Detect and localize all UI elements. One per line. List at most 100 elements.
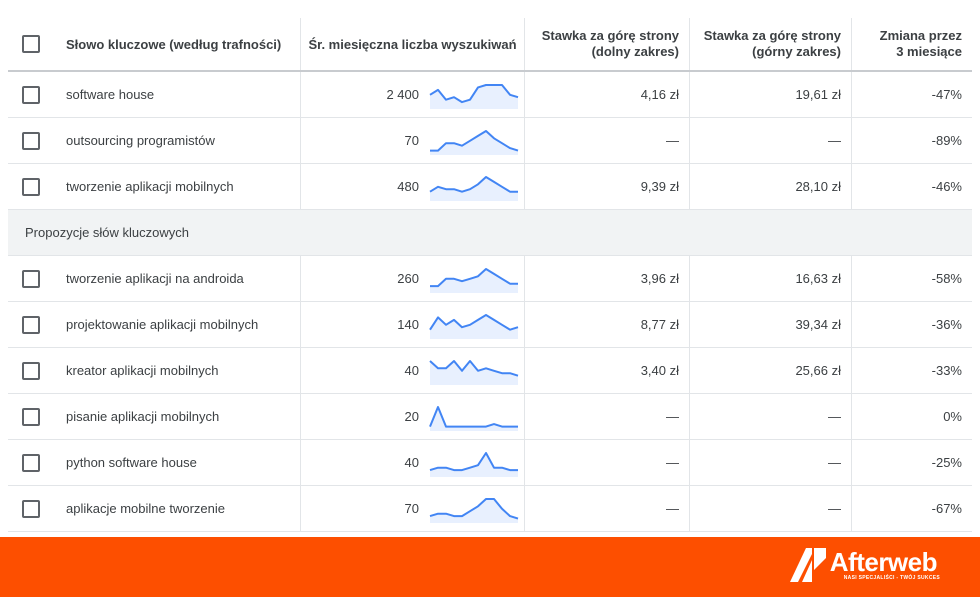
table-body: software house 2 400 4,16 zł 19,61 zł -47% ou…: [8, 72, 972, 532]
header-high-bid-line2: (górny zakres): [752, 44, 841, 59]
table-row[interactable]: software house 2 400 4,16 zł 19,61 zł -47%: [8, 72, 972, 118]
row-checkbox[interactable]: [22, 361, 40, 380]
trend-sparkline: [429, 359, 519, 385]
row-checkbox[interactable]: [22, 269, 40, 288]
row-checkbox[interactable]: [22, 131, 40, 150]
volume-value: 140: [397, 317, 419, 332]
low-bid-cell: —: [525, 486, 690, 531]
volume-value: 260: [397, 271, 419, 286]
header-change-line1: Zmiana przez: [879, 28, 962, 43]
table-row[interactable]: projektowanie aplikacji mobilnych 140 8,77…: [8, 302, 972, 348]
volume-cell: 20: [300, 394, 525, 439]
volume-value: 70: [404, 501, 419, 516]
header-change[interactable]: Zmiana przez 3 miesiące: [852, 18, 972, 70]
table-row[interactable]: python software house 40 — — -25%: [8, 440, 972, 486]
table-row[interactable]: pisanie aplikacji mobilnych 20 — — 0%: [8, 394, 972, 440]
keyword-cell: tworzenie aplikacji mobilnych: [66, 179, 234, 194]
keyword-cell: kreator aplikacji mobilnych: [66, 363, 219, 378]
select-all-cell: [8, 18, 54, 70]
row-check-cell: [8, 164, 54, 209]
trend-sparkline: [429, 313, 519, 339]
volume-cell: 2 400: [300, 72, 525, 117]
row-checkbox[interactable]: [22, 85, 40, 104]
header-low-bid[interactable]: Stawka za górę strony (dolny zakres): [525, 18, 690, 70]
keyword-cell: software house: [66, 87, 155, 102]
volume-value: 20: [404, 409, 419, 424]
change-cell: -33%: [931, 363, 962, 378]
change-cell: -67%: [931, 501, 962, 516]
header-high-bid-line1: Stawka za górę strony: [703, 28, 841, 43]
sparkline-area: [430, 130, 518, 155]
afterweb-logo-icon: [789, 548, 826, 582]
sparkline-line: [429, 497, 519, 520]
row-check-cell: [8, 486, 54, 531]
header-low-bid-line2: (dolny zakres): [591, 44, 679, 59]
sparkline-area: [430, 452, 518, 477]
trend-sparkline: [429, 83, 519, 109]
sparkline-area: [430, 268, 518, 293]
section-row: Propozycje słów kluczowych: [8, 210, 972, 256]
keyword-cell: python software house: [66, 455, 197, 470]
trend-sparkline: [430, 267, 518, 293]
sparkline-area: [430, 84, 518, 109]
trend-sparkline: [430, 129, 519, 155]
sparkline-line: [429, 405, 518, 428]
high-bid-cell: 25,66 zł: [690, 348, 852, 393]
sparkline-line: [429, 175, 518, 193]
sparkline-line: [429, 313, 519, 331]
volume-cell: 70: [300, 486, 525, 531]
header-keyword[interactable]: Słowo kluczowe (według trafności): [66, 36, 282, 52]
high-bid-cell: 19,61 zł: [690, 72, 852, 117]
trend-sparkline: [429, 405, 518, 431]
afterweb-logo: Afterweb NASI SPECJALIŚCI - TWÓJ SUKCES: [789, 548, 940, 582]
row-checkbox[interactable]: [22, 407, 40, 426]
volume-cell: 70: [300, 118, 525, 163]
row-check-cell: [8, 394, 54, 439]
table-row[interactable]: aplikacje mobilne tworzenie 70 — — -67%: [8, 486, 972, 532]
select-all-checkbox[interactable]: [22, 35, 40, 53]
volume-value: 480: [397, 179, 419, 194]
volume-value: 40: [404, 455, 419, 470]
row-check-cell: [8, 348, 54, 393]
table-row[interactable]: tworzenie aplikacji mobilnych 480 9,39 zł 2…: [8, 164, 972, 210]
sparkline-line: [430, 129, 519, 152]
header-volume[interactable]: Śr. miesięczna liczba wyszukiwań: [300, 18, 525, 70]
volume-cell: 40: [300, 348, 525, 393]
volume-value: 40: [404, 363, 419, 378]
brand-tagline: NASI SPECJALIŚCI - TWÓJ SUKCES: [843, 575, 940, 581]
sparkline-line: [429, 83, 519, 103]
table-row[interactable]: tworzenie aplikacji na androida 260 3,96 z…: [8, 256, 972, 302]
low-bid-cell: —: [525, 118, 690, 163]
table-row[interactable]: outsourcing programistów 70 — — -89%: [8, 118, 972, 164]
trend-sparkline: [429, 175, 518, 201]
keyword-cell: outsourcing programistów: [66, 133, 215, 148]
low-bid-cell: 4,16 zł: [525, 72, 690, 117]
row-check-cell: [8, 72, 54, 117]
row-check-cell: [8, 256, 54, 301]
header-low-bid-line1: Stawka za górę strony: [541, 28, 679, 43]
high-bid-cell: —: [690, 486, 852, 531]
table-row[interactable]: kreator aplikacji mobilnych 40 3,40 zł 25,6…: [8, 348, 972, 394]
row-checkbox[interactable]: [22, 499, 40, 518]
volume-value: 2 400: [386, 87, 419, 102]
keyword-cell: projektowanie aplikacji mobilnych: [66, 317, 259, 332]
keyword-cell: aplikacje mobilne tworzenie: [66, 501, 225, 516]
row-checkbox[interactable]: [22, 453, 40, 472]
row-checkbox[interactable]: [22, 177, 40, 196]
low-bid-cell: 9,39 zł: [525, 164, 690, 209]
volume-cell: 480: [300, 164, 525, 209]
sparkline-area: [430, 176, 518, 201]
header-high-bid[interactable]: Stawka za górę strony (górny zakres): [690, 18, 852, 70]
trend-sparkline: [429, 497, 519, 523]
low-bid-cell: 8,77 zł: [525, 302, 690, 347]
sparkline-area: [430, 360, 518, 385]
high-bid-cell: —: [690, 118, 852, 163]
high-bid-cell: —: [690, 440, 852, 485]
row-check-cell: [8, 118, 54, 163]
volume-cell: 140: [300, 302, 525, 347]
high-bid-cell: 39,34 zł: [690, 302, 852, 347]
row-checkbox[interactable]: [22, 315, 40, 334]
high-bid-cell: —: [690, 394, 852, 439]
brand-footer: Afterweb NASI SPECJALIŚCI - TWÓJ SUKCES: [0, 537, 980, 597]
change-cell: -36%: [931, 317, 962, 332]
